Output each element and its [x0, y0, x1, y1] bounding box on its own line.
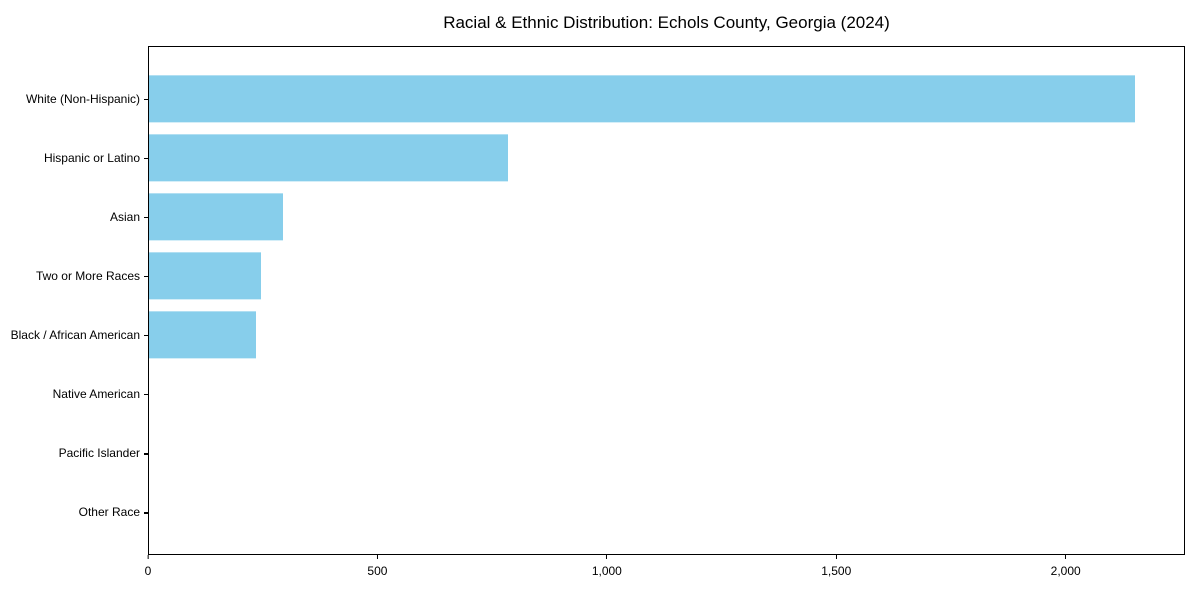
bar-row: Pacific Islander [59, 424, 1184, 483]
y-axis-category-label: Hispanic or Latino [43, 150, 140, 165]
y-axis-tick [144, 512, 148, 514]
x-axis-tick-mark [147, 555, 149, 559]
x-axis-tick: 2,000 [1051, 555, 1081, 578]
x-axis-tick: 1,500 [821, 555, 851, 578]
bar-row: Other Race [79, 483, 1184, 542]
bar [149, 252, 261, 300]
x-axis: 0 500 1,000 1,500 2,000 [144, 555, 1185, 595]
x-axis-tick-label: 1,500 [821, 564, 852, 578]
x-axis-tick-mark [1065, 555, 1067, 559]
y-axis-tick [144, 157, 148, 159]
y-axis-tick [144, 453, 148, 455]
y-axis-tick [144, 335, 148, 337]
y-axis-tick [144, 98, 148, 100]
y-axis-tick [144, 394, 148, 396]
x-axis-tick-label: 0 [144, 564, 152, 578]
x-axis-tick-label: 500 [367, 564, 388, 578]
bar [149, 134, 509, 182]
x-axis-tick-label: 1,000 [591, 564, 622, 578]
chart-title: Racial & Ethnic Distribution: Echols Cou… [443, 13, 890, 32]
bar [149, 74, 1135, 123]
y-axis-category-label: Black / African American [10, 328, 140, 343]
x-axis-tick-mark [606, 555, 608, 559]
bar-row: White (Non-Hispanic) [26, 69, 1184, 128]
x-axis-tick: 1,000 [592, 555, 622, 578]
x-axis-tick: 0 [144, 555, 152, 578]
y-axis-category-label: Asian [109, 209, 140, 224]
y-axis-category-label: White (Non-Hispanic) [25, 91, 140, 106]
y-axis-category-label: Two or More Races [35, 268, 140, 283]
x-axis-tick-label: 2,000 [1050, 564, 1081, 578]
bar-row: Native American [53, 365, 1184, 424]
bar [149, 311, 256, 359]
x-axis-tick: 500 [367, 555, 387, 578]
plot-area: White (Non-Hispanic) Hispanic or Latino As… [11, 46, 1185, 555]
y-axis-tick [144, 275, 148, 278]
bar-row: Hispanic or Latino [44, 128, 1184, 187]
y-axis-category-label: Native American [52, 387, 140, 402]
x-axis-tick-mark [835, 555, 837, 559]
bar [149, 193, 284, 241]
y-axis-tick [144, 216, 148, 218]
y-axis-category-label: Other Race [78, 505, 140, 520]
bar-row: Two or More Races [36, 246, 1184, 305]
bar-rows-container: White (Non-Hispanic) Hispanic or Latino As… [11, 47, 1184, 554]
bar-row: Asian [110, 187, 1184, 246]
bar-row: Black / African American [11, 306, 1184, 365]
y-axis-category-label: Pacific Islander [58, 446, 140, 461]
x-axis-tick-mark [376, 555, 379, 559]
